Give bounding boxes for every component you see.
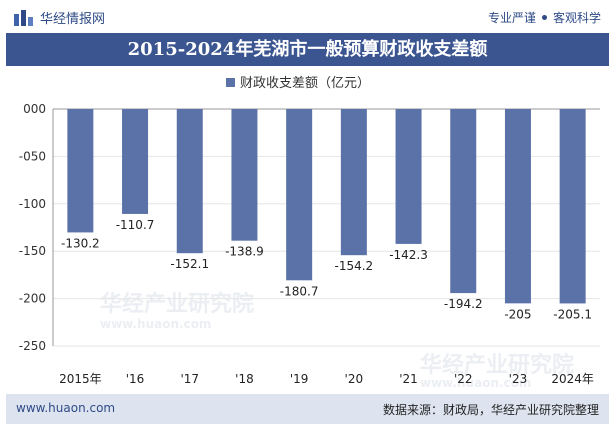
brand-name: 华经情报网 [40,12,106,27]
brand: 华经情报网 [14,8,105,27]
y-tick-label: -100 [19,197,46,211]
bar-value-label: -154.2 [335,259,374,273]
x-tick-label: '22 [454,372,473,386]
bar-value-label: -205 [504,307,531,321]
x-tick-label: '16 [126,372,145,386]
bar-value-label: -152.1 [170,257,209,271]
tag-professional: 专业严谨 [487,11,536,25]
y-tick-label: -050 [19,149,46,163]
watermark-text: 华经产业研究院 [420,352,574,378]
legend-swatch [226,78,235,87]
legend-label: 财政收支差额（亿元） [240,76,370,91]
bar-chart: 华经产业研究院www.huaon.com华经产业研究院www.huaon.com… [19,76,600,390]
bar-value-label: -130.2 [61,236,100,250]
tag-objective: 客观科学 [552,11,601,25]
logo-icon [14,9,34,26]
chart-title: 2015-2024年芜湖市一般预算财政收支差额 [6,33,609,66]
watermark-url: www.huaon.com [420,376,531,390]
bar [559,109,586,304]
bar [450,109,477,294]
x-tick-label: '21 [399,372,418,386]
bar [67,109,94,233]
brand-tags: 专业严谨 客观科学 [488,9,601,26]
bar-value-label: -194.2 [444,297,483,311]
x-tick-label: 2015年 [59,372,102,386]
x-tick-label: '19 [290,372,309,386]
bar [176,109,203,254]
footer: www.huaon.com 数据来源：财政局，华经产业研究院整理 [6,394,609,424]
x-tick-label: '18 [235,372,254,386]
bar-value-label: -180.7 [280,284,319,298]
bar [286,109,313,281]
separator-dot-icon [541,15,547,20]
bar [122,109,149,214]
watermark-url: www.huaon.com [100,317,211,331]
footer-source: 数据来源：财政局，华经产业研究院整理 [382,403,599,417]
bar [231,109,258,241]
bar-value-label: -110.7 [116,218,155,232]
bar [395,109,422,244]
x-tick-label: 2024年 [551,372,594,386]
top-bar: 华经情报网 专业严谨 客观科学 [0,0,615,33]
bar-value-label: -205.1 [553,307,592,321]
y-tick-label: -250 [19,339,46,353]
watermark-text: 华经产业研究院 [100,291,254,317]
footer-website: www.huaon.com [16,401,116,415]
y-tick-label: -150 [19,244,46,258]
y-tick-label: 000 [23,102,46,116]
x-tick-label: '17 [180,372,199,386]
x-tick-label: '20 [345,372,364,386]
bar [340,109,367,256]
x-tick-label: '23 [509,372,528,386]
bar [504,109,531,304]
y-tick-label: -200 [19,292,46,306]
bar-value-label: -142.3 [389,248,428,262]
bar-value-label: -138.9 [225,245,264,259]
